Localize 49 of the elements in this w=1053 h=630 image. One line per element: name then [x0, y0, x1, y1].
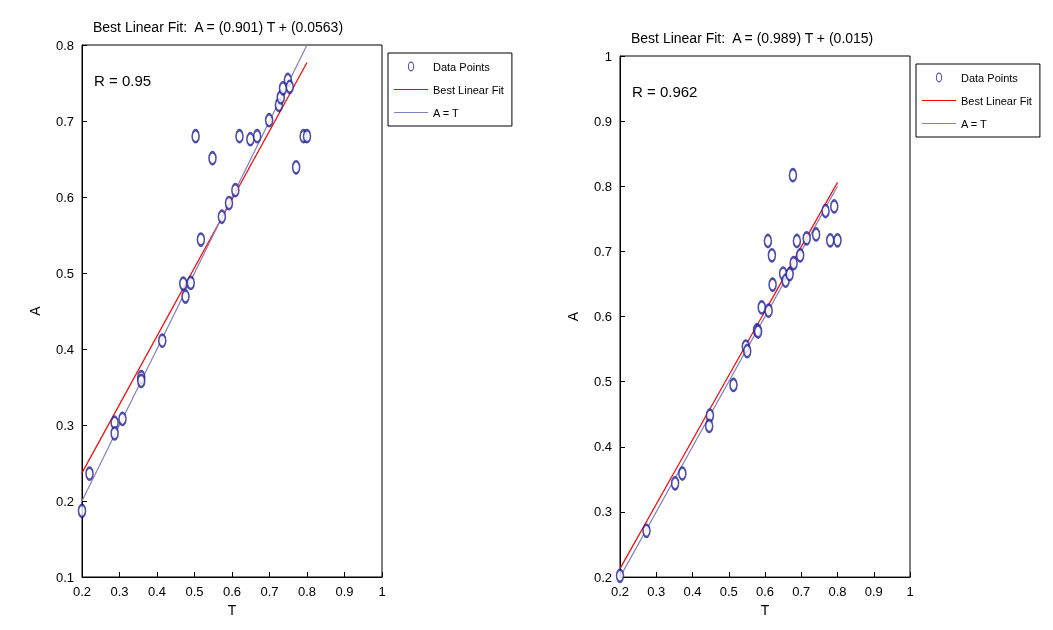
annotation: R = 0.962: [632, 83, 698, 100]
y-tick-label: 0.8: [55, 37, 74, 53]
y-tick-label: 0.8: [593, 178, 612, 194]
y-axis-title: A: [27, 305, 43, 316]
x-tick-label: 0.7: [792, 584, 811, 600]
y-tick-label: 1: [604, 48, 612, 64]
legend-label: Data Points: [961, 71, 1019, 84]
x-tick-label: 0.2: [72, 584, 92, 599]
x-tick-label: 0.5: [185, 584, 204, 599]
y-tick-label: 0.5: [593, 374, 612, 390]
x-tick-label: 0.8: [297, 584, 317, 599]
x-tick-label: 0.4: [147, 584, 167, 599]
y-tick-label: 0.7: [593, 243, 612, 259]
y-tick-label: 0.4: [593, 439, 612, 455]
y-tick-label: 0.7: [55, 113, 74, 129]
x-tick-label: 1: [906, 584, 914, 600]
y-tick-label: 0.2: [593, 569, 612, 585]
y-tick-label: 0.6: [55, 189, 74, 205]
legend-label: A = T: [433, 106, 460, 119]
x-tick-label: 0.9: [864, 584, 883, 600]
x-tick-label: 0.9: [335, 584, 354, 599]
annotation: R = 0.95: [94, 72, 152, 89]
legend-label: Data Points: [433, 60, 491, 73]
y-tick-label: 0.3: [593, 504, 612, 520]
legend-label: Best Linear Fit: [433, 83, 504, 96]
y-tick-label: 0.9: [593, 113, 612, 129]
y-tick-label: 0.5: [55, 265, 74, 281]
legend-label: A = T: [961, 117, 988, 130]
x-tick-label: 0.6: [222, 584, 242, 599]
x-tick-label: 0.5: [719, 584, 738, 600]
x-tick-label: 0.2: [610, 584, 630, 600]
x-tick-label: 1: [378, 584, 386, 599]
x-tick-label: 0.3: [647, 584, 666, 600]
legend-label: Best Linear Fit: [961, 94, 1032, 107]
y-tick-label: 0.1: [55, 569, 74, 585]
x-tick-label: 0.7: [260, 584, 279, 599]
x-axis-title: T: [760, 602, 770, 618]
x-tick-label: 0.4: [683, 584, 702, 600]
x-tick-label: 0.3: [110, 584, 129, 599]
x-axis-title: T: [227, 601, 237, 618]
y-tick-label: 0.4: [55, 341, 74, 357]
y-tick-label: 0.6: [593, 309, 612, 325]
x-tick-label: 0.8: [828, 584, 847, 600]
y-tick-label: 0.3: [55, 417, 74, 433]
y-axis-title: A: [565, 311, 581, 322]
chart-title: Best Linear Fit: A = (0.989) T + (0.015): [631, 30, 874, 46]
y-tick-label: 0.2: [55, 493, 74, 509]
chart-title: Best Linear Fit: A = (0.901) T + (0.0563): [93, 19, 344, 35]
x-tick-label: 0.6: [755, 584, 775, 600]
